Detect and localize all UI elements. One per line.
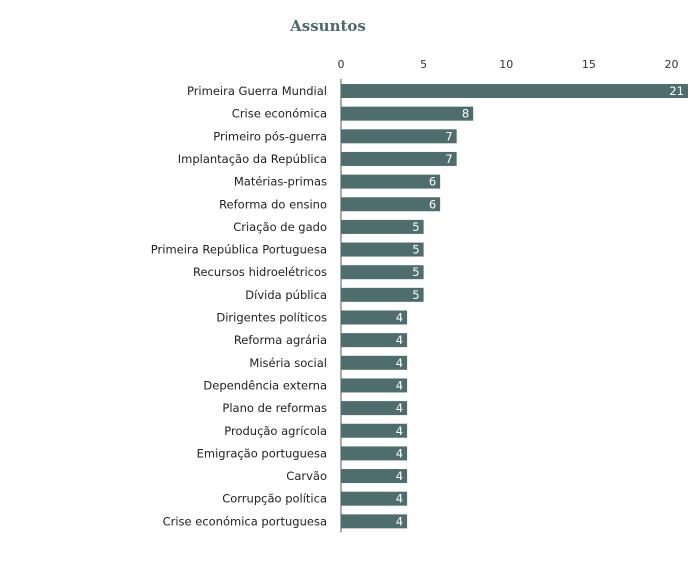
category-label: Emigração portuguesa <box>197 446 327 460</box>
bar-value-label: 4 <box>396 333 403 347</box>
bar <box>341 219 424 234</box>
bar-value-label: 7 <box>445 129 452 143</box>
category-label: Recursos hidroelétricos <box>193 265 327 279</box>
category-label: Reforma do ensino <box>219 197 327 211</box>
bar-value-label: 4 <box>396 401 403 415</box>
bar <box>341 446 408 461</box>
bar-value-label: 4 <box>396 378 403 392</box>
bar <box>341 333 408 348</box>
category-label: Criação de gado <box>233 220 327 234</box>
bar <box>341 84 688 98</box>
bar-value-label: 7 <box>445 152 452 166</box>
x-tick-label: 20 <box>664 58 678 71</box>
category-label: Produção agrícola <box>224 424 327 438</box>
bar <box>341 151 457 166</box>
bar-value-label: 4 <box>396 492 403 506</box>
bar <box>341 401 408 416</box>
bar <box>341 197 441 212</box>
category-label: Dívida pública <box>245 288 327 302</box>
category-label: Crise económica <box>232 107 327 121</box>
bar <box>341 174 441 189</box>
bar <box>341 514 408 529</box>
category-label: Crise económica portuguesa <box>163 514 327 528</box>
bar <box>341 265 424 280</box>
x-tick-label: 5 <box>420 58 427 71</box>
x-tick-label: 15 <box>582 58 596 71</box>
category-label: Primeira República Portuguesa <box>151 243 327 257</box>
chart-title: Assuntos <box>289 17 366 35</box>
bar-value-label: 5 <box>412 220 419 234</box>
bar <box>341 423 408 438</box>
bar-value-label: 5 <box>412 265 419 279</box>
bar <box>341 242 424 257</box>
bar-value-label: 4 <box>396 356 403 370</box>
bar <box>341 287 424 302</box>
category-label: Reforma agrária <box>234 333 327 347</box>
category-label: Carvão <box>286 469 327 483</box>
bar <box>341 469 408 484</box>
bar-value-label: 4 <box>396 424 403 438</box>
bar <box>341 310 408 325</box>
category-label: Miséria social <box>249 356 327 370</box>
bar-value-label: 6 <box>429 197 436 211</box>
bar-value-label: 4 <box>396 446 403 460</box>
category-label: Plano de reformas <box>222 401 327 415</box>
category-label: Dependência externa <box>203 378 327 392</box>
bar <box>341 106 474 121</box>
bar <box>341 355 408 370</box>
bars: Primeira Guerra Mundial 21 Crise económica… <box>151 84 688 529</box>
x-axis-ticks: 0 5 10 15 20 <box>338 58 679 71</box>
bar-value-label: 21 <box>669 84 684 98</box>
category-label: Corrupção política <box>222 492 327 506</box>
bar-value-label: 6 <box>429 175 436 189</box>
category-label: Dirigentes políticos <box>216 311 327 325</box>
bar <box>341 491 408 506</box>
bar-value-label: 4 <box>396 469 403 483</box>
category-label: Primeiro pós-guerra <box>213 129 327 143</box>
bar-value-label: 4 <box>396 514 403 528</box>
category-label: Implantação da República <box>178 152 327 166</box>
x-tick-label: 0 <box>338 58 345 71</box>
bar <box>341 378 408 393</box>
category-label: Matérias-primas <box>234 175 327 189</box>
category-label: Primeira Guerra Mundial <box>187 84 327 98</box>
bar-value-label: 5 <box>412 243 419 257</box>
bar-value-label: 4 <box>396 311 403 325</box>
bar <box>341 129 457 144</box>
x-tick-label: 10 <box>499 58 513 71</box>
bar-value-label: 5 <box>412 288 419 302</box>
bar-value-label: 8 <box>462 107 469 121</box>
